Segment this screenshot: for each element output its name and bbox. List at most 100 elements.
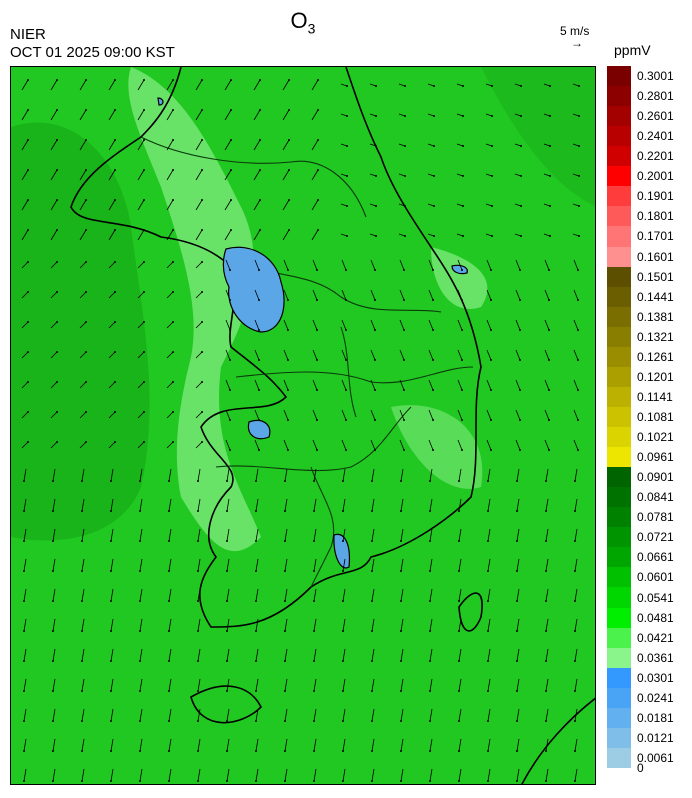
wind-vector — [50, 381, 58, 389]
wind-vector — [81, 648, 85, 662]
unit-label: ppmV — [614, 42, 651, 58]
wind-vector — [110, 738, 114, 752]
wind-reference-label: 5 m/s — [560, 24, 590, 38]
wind-vector-head — [458, 660, 460, 662]
wind-vector-head — [461, 299, 463, 301]
wind-vector-head — [404, 115, 406, 117]
colorbar-swatch — [607, 647, 631, 669]
wind-vector — [226, 558, 230, 572]
wind-vector — [253, 109, 261, 121]
wind-vector — [516, 618, 520, 632]
wind-vector-head — [139, 750, 141, 752]
wind-vector-head — [27, 261, 29, 263]
wind-vector-head — [197, 600, 199, 602]
wind-vector — [81, 468, 85, 482]
wind-vector-head — [255, 720, 257, 722]
wind-vector-head — [403, 329, 405, 331]
wind-vector — [110, 708, 114, 722]
wind-vector-head — [375, 85, 377, 87]
wind-vector — [458, 768, 462, 782]
wind-vector-head — [545, 720, 547, 722]
wind-vector — [52, 768, 56, 782]
wind-vector-head — [143, 441, 145, 443]
wind-vector — [197, 708, 201, 722]
wind-vector-head — [549, 115, 551, 117]
wind-vector — [168, 768, 172, 782]
wind-vector-head — [429, 630, 431, 632]
wind-vector — [400, 768, 404, 782]
colorbar-swatch — [607, 166, 631, 187]
wind-vector-head — [400, 750, 402, 752]
wind-vector — [399, 259, 405, 271]
wind-vector-head — [545, 510, 547, 512]
wind-vector-head — [226, 480, 228, 482]
colorbar-swatch — [607, 587, 631, 609]
wind-vector — [544, 319, 550, 331]
colorbar-label: 0.1441 — [637, 289, 674, 304]
wind-vector-head — [139, 480, 141, 482]
wind-vector-head — [139, 510, 141, 512]
wind-vector — [313, 558, 317, 572]
korea-coastline — [70, 67, 595, 784]
wind-vector-head — [548, 269, 550, 271]
wind-vector-head — [229, 299, 231, 301]
wind-vector-head — [143, 79, 145, 81]
wind-vector-head — [226, 540, 228, 542]
wind-vector — [255, 768, 259, 782]
colorbar-swatch — [607, 487, 631, 508]
wind-vector-head — [258, 329, 260, 331]
wind-vector-head — [548, 389, 550, 391]
wind-vector-head — [23, 780, 25, 782]
wind-vector-head — [52, 690, 54, 692]
wind-vector — [369, 233, 377, 237]
wind-vector-head — [313, 630, 315, 632]
wind-vector — [224, 229, 232, 241]
wind-vector — [254, 409, 260, 421]
wind-vector-head — [56, 261, 58, 263]
wind-vector — [283, 439, 289, 451]
wind-vector-head — [85, 351, 87, 353]
wind-vector — [284, 618, 288, 632]
wind-vector — [429, 648, 433, 662]
wind-vector-head — [548, 299, 550, 301]
wind-vector — [458, 738, 462, 752]
wind-vector-head — [403, 359, 405, 361]
wind-vector-head — [52, 750, 54, 752]
wind-vector — [544, 439, 550, 451]
wind-vector-head — [374, 419, 376, 421]
wind-vector — [137, 411, 145, 419]
wind-vector-head — [545, 480, 547, 482]
wind-vector-head — [52, 480, 54, 482]
wind-vector — [226, 768, 230, 782]
wind-vector-head — [487, 600, 489, 602]
forecast-timestamp: OCT 01 2025 09:00 KST — [10, 44, 175, 61]
wind-vector-head — [520, 205, 522, 207]
wind-vector-head — [545, 570, 547, 572]
wind-vector — [166, 351, 174, 359]
wind-vector — [313, 618, 317, 632]
wind-vector — [225, 379, 231, 391]
wind-vector-head — [85, 441, 87, 443]
wind-vector — [52, 738, 56, 752]
wind-vector-head — [313, 570, 315, 572]
wind-vector — [282, 109, 290, 121]
wind-vector-head — [52, 510, 54, 512]
wind-vector — [371, 528, 375, 542]
wind-vector — [253, 229, 261, 241]
wind-vector — [253, 139, 261, 151]
colorbar-label: 0.0541 — [637, 590, 674, 605]
wind-vector — [398, 113, 406, 117]
wind-vector-head — [23, 660, 25, 662]
wind-vector — [195, 321, 203, 329]
wind-reference-arrow-icon: → — [571, 36, 583, 50]
wind-vector — [23, 768, 27, 782]
wind-vector — [166, 109, 174, 121]
wind-vector-head — [23, 690, 25, 692]
ozone-map — [10, 66, 596, 785]
wind-vector — [399, 349, 405, 361]
wind-vector-head — [284, 690, 286, 692]
wind-vector-head — [574, 570, 576, 572]
wind-vector — [313, 588, 317, 602]
wind-vector-head — [284, 510, 286, 512]
wind-vector-head — [255, 750, 257, 752]
